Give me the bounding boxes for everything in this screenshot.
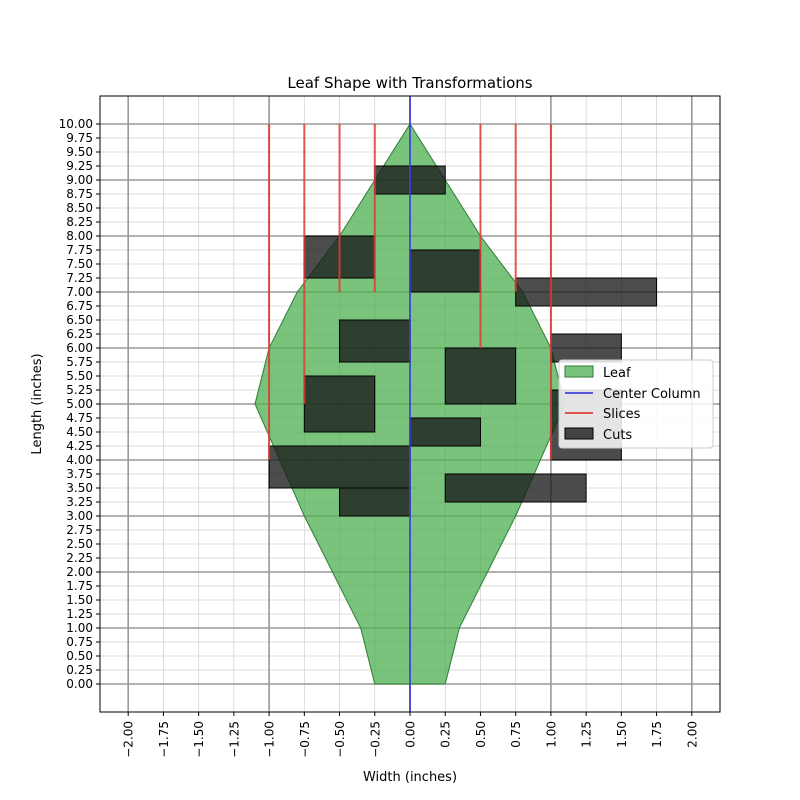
y-tick-label: 0.75 xyxy=(66,635,93,649)
y-tick-label: 10.00 xyxy=(59,117,93,131)
y-tick-label: 5.25 xyxy=(66,383,93,397)
x-tick-label: −2.00 xyxy=(122,721,136,758)
y-tick-label: 4.50 xyxy=(66,425,93,439)
x-tick-label: −0.50 xyxy=(333,721,347,758)
y-tick-label: 6.00 xyxy=(66,341,93,355)
x-tick-label: 2.00 xyxy=(685,721,699,748)
y-tick-label: 0.50 xyxy=(66,649,93,663)
y-tick-label: 8.00 xyxy=(66,229,93,243)
x-tick-label: 1.75 xyxy=(650,721,664,748)
y-tick-label: 3.00 xyxy=(66,509,93,523)
y-tick-label: 7.00 xyxy=(66,285,93,299)
legend-leaf-swatch xyxy=(564,365,594,378)
cut-rect xyxy=(550,333,622,363)
y-tick-label: 1.75 xyxy=(66,579,93,593)
y-tick-label: 2.75 xyxy=(66,523,93,537)
y-tick-label: 4.25 xyxy=(66,439,93,453)
y-tick-label: 9.00 xyxy=(66,173,93,187)
cut-rect xyxy=(268,445,411,489)
y-tick-label: 6.50 xyxy=(66,313,93,327)
y-tick-label: 5.00 xyxy=(66,397,93,411)
cut-rect xyxy=(515,277,658,307)
legend-box xyxy=(558,359,714,449)
legend-cuts-label: Cuts xyxy=(603,428,632,443)
y-tick-label: 9.50 xyxy=(66,145,93,159)
legend-cuts-swatch xyxy=(564,427,594,440)
x-tick-label: 1.00 xyxy=(544,721,558,748)
y-tick-label: 2.00 xyxy=(66,565,93,579)
x-tick-label: 0.50 xyxy=(474,721,488,748)
legend-center-column-label: Center Column xyxy=(603,387,701,402)
x-tick-label: −1.50 xyxy=(192,721,206,758)
y-tick-label: 3.50 xyxy=(66,481,93,495)
y-tick-label: 0.25 xyxy=(66,663,93,677)
cut-rect xyxy=(409,417,481,447)
y-tick-label: 4.00 xyxy=(66,453,93,467)
y-tick-label: 5.50 xyxy=(66,369,93,383)
y-tick-label: 7.25 xyxy=(66,271,93,285)
y-tick-label: 5.75 xyxy=(66,355,93,369)
y-tick-label: 8.25 xyxy=(66,215,93,229)
y-tick-label: 2.50 xyxy=(66,537,93,551)
cuts-layer xyxy=(268,165,658,517)
chart-title: Leaf Shape with Transformations xyxy=(287,74,532,92)
y-tick-label: 1.25 xyxy=(66,607,93,621)
y-tick-label: 8.50 xyxy=(66,201,93,215)
cut-rect xyxy=(339,487,411,517)
y-tick-label: 9.75 xyxy=(66,131,93,145)
y-tick-label: 8.75 xyxy=(66,187,93,201)
lines-layer xyxy=(268,96,552,712)
x-tick-label: 0.75 xyxy=(509,721,523,748)
y-tick-label: 6.25 xyxy=(66,327,93,341)
y-tick-label: 3.75 xyxy=(66,467,93,481)
cut-rect xyxy=(409,249,481,293)
y-tick-label: 9.25 xyxy=(66,159,93,173)
y-tick-label: 1.00 xyxy=(66,621,93,635)
x-tick-label: 1.25 xyxy=(580,721,594,748)
cut-rect xyxy=(444,473,587,503)
y-tick-label: 7.50 xyxy=(66,257,93,271)
legend-leaf-label: Leaf xyxy=(603,366,631,381)
y-axis-label: Length (inches) xyxy=(30,353,45,454)
legend-slices-label: Slices xyxy=(603,407,641,422)
x-ticks: −2.00 −1.75 −1.50 −1.25 −1.00 −0.75 −0.50 −0.25… xyxy=(122,712,699,758)
x-tick-label: 0.25 xyxy=(439,721,453,748)
cut-rect xyxy=(444,347,517,405)
x-tick-label: 1.50 xyxy=(615,721,629,748)
y-tick-label: 3.25 xyxy=(66,495,93,509)
y-tick-label: 2.25 xyxy=(66,551,93,565)
x-axis-label: Width (inches) xyxy=(363,770,457,785)
cut-rect xyxy=(339,319,411,363)
y-tick-label: 6.75 xyxy=(66,299,93,313)
legend: Leaf Center Column Slices Cuts xyxy=(558,359,714,449)
x-tick-label: −1.75 xyxy=(157,721,171,758)
y-tick-label: 1.50 xyxy=(66,593,93,607)
y-tick-label: 7.75 xyxy=(66,243,93,257)
y-ticks: 0.000.250.500.751.001.251.501.752.002.25… xyxy=(59,117,100,691)
cut-rect xyxy=(303,375,376,433)
y-tick-label: 4.75 xyxy=(66,411,93,425)
x-tick-label: 0.00 xyxy=(404,721,418,748)
x-tick-label: −0.75 xyxy=(298,721,312,758)
x-tick-label: −0.25 xyxy=(368,721,382,758)
x-tick-label: −1.00 xyxy=(263,721,277,758)
y-tick-label: 0.00 xyxy=(66,677,93,691)
x-tick-label: −1.25 xyxy=(227,721,241,758)
